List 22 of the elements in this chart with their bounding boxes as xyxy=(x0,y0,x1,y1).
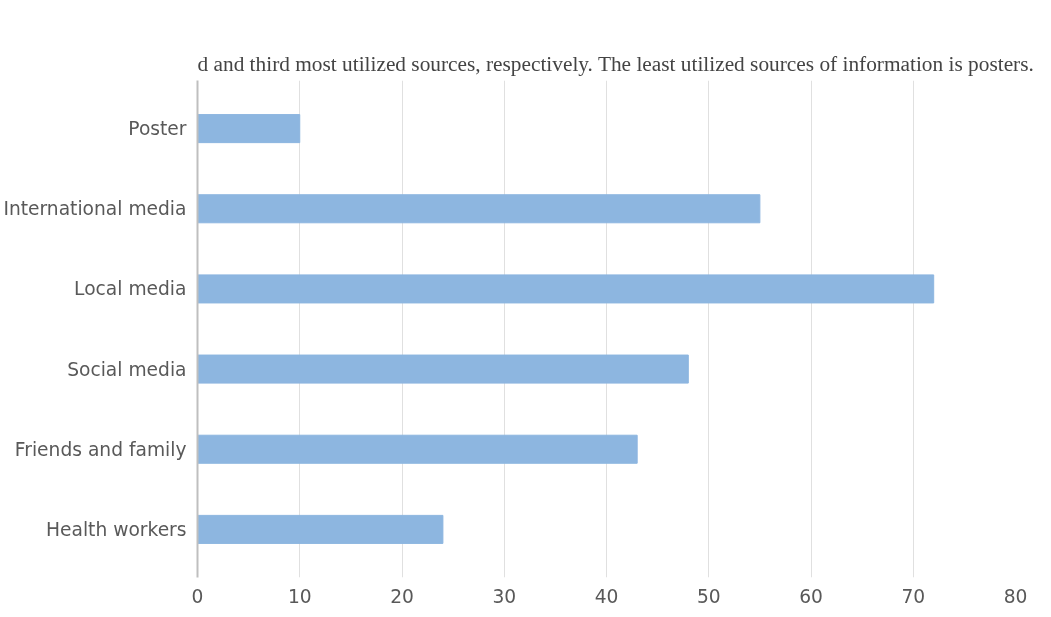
bar xyxy=(197,434,638,464)
x-tick-label: 50 xyxy=(696,585,721,607)
x-tick-label: 80 xyxy=(1003,585,1028,607)
text: d and third most utilized sources, respectively. The least utilized sources of information is posters. xyxy=(197,51,1034,76)
bar xyxy=(197,274,935,304)
bar xyxy=(197,114,301,144)
y-tick-label: Local media xyxy=(74,278,187,300)
x-tick-label: 10 xyxy=(287,585,312,607)
y-tick-label: Friends and family xyxy=(14,438,187,460)
x-tick-label: 0 xyxy=(191,585,204,607)
x-tick-label: 20 xyxy=(390,585,414,607)
y-tick-label: Social media xyxy=(67,358,187,380)
bar xyxy=(197,514,444,544)
x-tick-label: 30 xyxy=(492,585,517,607)
y-tick-label: Health workers xyxy=(45,518,187,540)
x-tick-label: 40 xyxy=(594,585,619,607)
bar xyxy=(197,354,689,384)
bar xyxy=(197,194,761,224)
x-tick-label: 70 xyxy=(901,585,926,607)
y-tick-label: International media xyxy=(3,198,187,220)
y-tick-label: Poster xyxy=(128,118,187,140)
x-tick-label: 60 xyxy=(799,585,823,607)
